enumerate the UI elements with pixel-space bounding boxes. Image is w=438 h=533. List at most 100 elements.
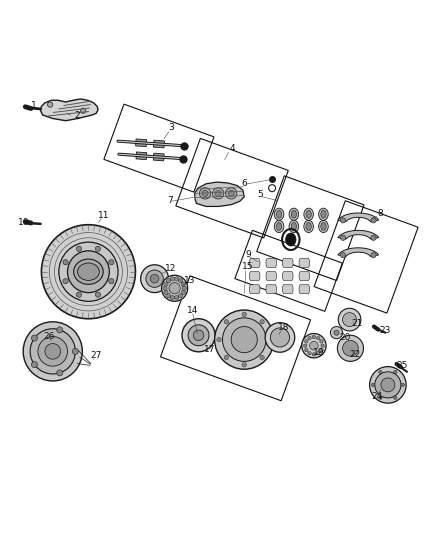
Circle shape	[193, 330, 204, 341]
Circle shape	[32, 335, 38, 341]
Circle shape	[343, 313, 357, 327]
Text: 11: 11	[98, 211, 110, 220]
Circle shape	[223, 318, 266, 361]
Circle shape	[226, 188, 237, 199]
Circle shape	[308, 336, 311, 340]
Circle shape	[212, 188, 224, 199]
Circle shape	[270, 328, 290, 347]
Text: 15: 15	[241, 262, 253, 271]
Ellipse shape	[291, 211, 297, 218]
Polygon shape	[283, 285, 293, 294]
Circle shape	[57, 327, 63, 333]
Circle shape	[95, 292, 101, 297]
Text: 9: 9	[246, 250, 251, 259]
Polygon shape	[338, 213, 379, 222]
Circle shape	[320, 340, 323, 343]
Circle shape	[169, 282, 180, 294]
Circle shape	[182, 286, 186, 290]
Circle shape	[265, 322, 295, 352]
Ellipse shape	[74, 259, 103, 284]
Circle shape	[340, 235, 346, 240]
Circle shape	[371, 253, 376, 258]
Ellipse shape	[306, 223, 311, 230]
Circle shape	[224, 356, 229, 360]
Text: 8: 8	[377, 209, 383, 218]
Ellipse shape	[319, 220, 328, 232]
Circle shape	[23, 322, 82, 381]
Circle shape	[45, 344, 60, 359]
Ellipse shape	[274, 220, 284, 232]
Polygon shape	[250, 285, 260, 294]
Polygon shape	[266, 272, 276, 280]
Circle shape	[166, 279, 171, 283]
Circle shape	[63, 279, 68, 284]
Circle shape	[76, 292, 81, 297]
Circle shape	[304, 340, 308, 343]
Circle shape	[72, 349, 78, 354]
Circle shape	[393, 370, 397, 374]
Circle shape	[267, 337, 272, 342]
Circle shape	[164, 290, 168, 295]
Text: 19: 19	[313, 348, 325, 357]
Polygon shape	[299, 272, 310, 280]
Circle shape	[166, 294, 171, 298]
Circle shape	[393, 396, 397, 399]
Circle shape	[141, 265, 169, 293]
Ellipse shape	[276, 211, 282, 218]
Text: 6: 6	[241, 179, 247, 188]
Circle shape	[67, 251, 110, 293]
Ellipse shape	[78, 263, 99, 280]
Polygon shape	[283, 259, 293, 268]
Circle shape	[182, 319, 215, 352]
Circle shape	[343, 341, 358, 356]
Circle shape	[304, 349, 308, 352]
Circle shape	[164, 282, 168, 286]
Circle shape	[379, 370, 382, 374]
Circle shape	[175, 277, 179, 281]
Circle shape	[304, 344, 307, 348]
Ellipse shape	[274, 208, 284, 220]
Circle shape	[81, 108, 86, 114]
Circle shape	[340, 253, 346, 258]
Ellipse shape	[306, 211, 311, 218]
Circle shape	[308, 351, 311, 355]
Circle shape	[310, 341, 318, 350]
Polygon shape	[153, 153, 164, 161]
Circle shape	[175, 295, 179, 300]
Text: 4: 4	[229, 143, 235, 152]
Circle shape	[334, 330, 339, 335]
Circle shape	[370, 367, 406, 403]
Ellipse shape	[286, 233, 296, 246]
Circle shape	[371, 218, 376, 223]
Circle shape	[228, 190, 234, 197]
Circle shape	[30, 329, 75, 374]
Text: 12: 12	[165, 264, 176, 273]
Text: 23: 23	[380, 326, 391, 335]
Circle shape	[109, 260, 114, 265]
Circle shape	[242, 312, 247, 317]
Circle shape	[95, 246, 101, 252]
Ellipse shape	[321, 223, 326, 230]
Circle shape	[312, 353, 316, 356]
Circle shape	[170, 295, 175, 300]
Circle shape	[340, 218, 346, 223]
Circle shape	[242, 362, 247, 367]
Circle shape	[32, 361, 38, 368]
Polygon shape	[153, 140, 164, 148]
Circle shape	[63, 260, 68, 265]
Circle shape	[181, 290, 185, 295]
Polygon shape	[299, 285, 310, 294]
Text: 27: 27	[91, 351, 102, 360]
Circle shape	[109, 279, 114, 284]
Circle shape	[330, 327, 343, 339]
Ellipse shape	[319, 208, 328, 220]
Polygon shape	[41, 99, 98, 120]
Circle shape	[338, 308, 361, 331]
Circle shape	[199, 188, 211, 199]
Polygon shape	[250, 272, 260, 280]
Circle shape	[178, 279, 183, 283]
Text: 17: 17	[204, 345, 215, 354]
Polygon shape	[136, 152, 147, 159]
Text: 10: 10	[18, 219, 30, 228]
Ellipse shape	[304, 220, 314, 232]
